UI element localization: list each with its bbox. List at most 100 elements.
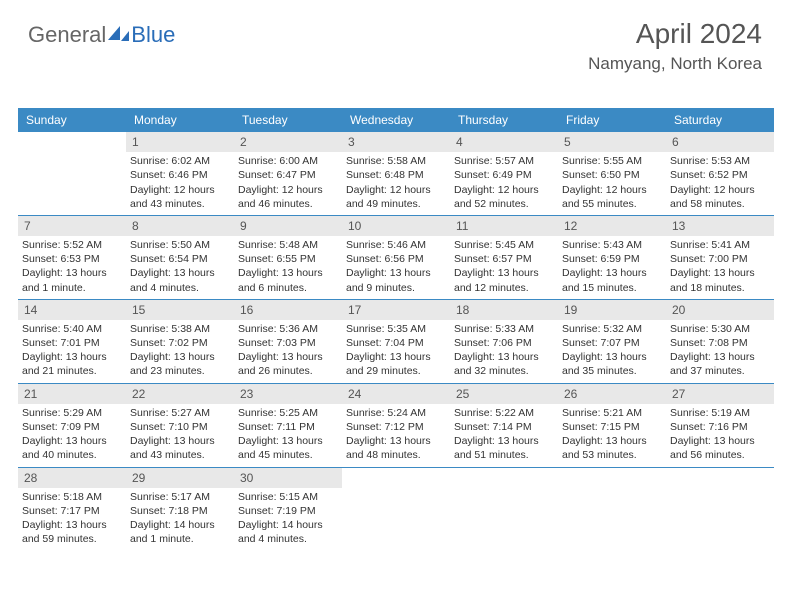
day-body: Sunrise: 6:02 AMSunset: 6:46 PMDaylight:…	[126, 152, 234, 215]
calendar-cell: 10Sunrise: 5:46 AMSunset: 6:56 PMDayligh…	[342, 216, 450, 299]
sunset-text: Sunset: 7:08 PM	[670, 336, 770, 350]
week-row: 28Sunrise: 5:18 AMSunset: 7:17 PMDayligh…	[18, 468, 774, 551]
sunrise-text: Sunrise: 5:25 AM	[238, 406, 338, 420]
day-body: Sunrise: 5:45 AMSunset: 6:57 PMDaylight:…	[450, 236, 558, 299]
sunrise-text: Sunrise: 5:57 AM	[454, 154, 554, 168]
day-body: Sunrise: 5:22 AMSunset: 7:14 PMDaylight:…	[450, 404, 558, 467]
calendar: Sunday Monday Tuesday Wednesday Thursday…	[18, 108, 774, 550]
day-header: Sunday	[18, 108, 126, 132]
day-body: Sunrise: 5:30 AMSunset: 7:08 PMDaylight:…	[666, 320, 774, 383]
sunset-text: Sunset: 7:01 PM	[22, 336, 122, 350]
day-number: 7	[18, 216, 126, 236]
daylight-text: Daylight: 12 hours and 49 minutes.	[346, 183, 446, 211]
calendar-cell	[450, 468, 558, 551]
sunrise-text: Sunrise: 6:02 AM	[130, 154, 230, 168]
day-body: Sunrise: 5:33 AMSunset: 7:06 PMDaylight:…	[450, 320, 558, 383]
sunset-text: Sunset: 7:16 PM	[670, 420, 770, 434]
daylight-text: Daylight: 13 hours and 35 minutes.	[562, 350, 662, 378]
day-number: 9	[234, 216, 342, 236]
sunset-text: Sunset: 6:46 PM	[130, 168, 230, 182]
sunrise-text: Sunrise: 5:32 AM	[562, 322, 662, 336]
day-body: Sunrise: 6:00 AMSunset: 6:47 PMDaylight:…	[234, 152, 342, 215]
calendar-cell: 14Sunrise: 5:40 AMSunset: 7:01 PMDayligh…	[18, 300, 126, 383]
day-number: 19	[558, 300, 666, 320]
day-body: Sunrise: 5:27 AMSunset: 7:10 PMDaylight:…	[126, 404, 234, 467]
sunset-text: Sunset: 6:49 PM	[454, 168, 554, 182]
sunrise-text: Sunrise: 5:29 AM	[22, 406, 122, 420]
sunset-text: Sunset: 7:14 PM	[454, 420, 554, 434]
sunset-text: Sunset: 6:59 PM	[562, 252, 662, 266]
day-body: Sunrise: 5:41 AMSunset: 7:00 PMDaylight:…	[666, 236, 774, 299]
day-header-row: Sunday Monday Tuesday Wednesday Thursday…	[18, 108, 774, 132]
day-number: 26	[558, 384, 666, 404]
day-header: Thursday	[450, 108, 558, 132]
sunrise-text: Sunrise: 5:41 AM	[670, 238, 770, 252]
daylight-text: Daylight: 13 hours and 56 minutes.	[670, 434, 770, 462]
week-row: 21Sunrise: 5:29 AMSunset: 7:09 PMDayligh…	[18, 384, 774, 468]
daylight-text: Daylight: 13 hours and 23 minutes.	[130, 350, 230, 378]
day-body: Sunrise: 5:55 AMSunset: 6:50 PMDaylight:…	[558, 152, 666, 215]
day-number: 18	[450, 300, 558, 320]
calendar-cell: 5Sunrise: 5:55 AMSunset: 6:50 PMDaylight…	[558, 132, 666, 215]
calendar-cell	[558, 468, 666, 551]
page-title: April 2024	[588, 18, 762, 50]
calendar-cell: 25Sunrise: 5:22 AMSunset: 7:14 PMDayligh…	[450, 384, 558, 467]
day-body: Sunrise: 5:32 AMSunset: 7:07 PMDaylight:…	[558, 320, 666, 383]
calendar-cell: 16Sunrise: 5:36 AMSunset: 7:03 PMDayligh…	[234, 300, 342, 383]
daylight-text: Daylight: 12 hours and 55 minutes.	[562, 183, 662, 211]
calendar-cell: 19Sunrise: 5:32 AMSunset: 7:07 PMDayligh…	[558, 300, 666, 383]
sunrise-text: Sunrise: 5:35 AM	[346, 322, 446, 336]
calendar-cell: 11Sunrise: 5:45 AMSunset: 6:57 PMDayligh…	[450, 216, 558, 299]
calendar-cell: 12Sunrise: 5:43 AMSunset: 6:59 PMDayligh…	[558, 216, 666, 299]
day-header: Wednesday	[342, 108, 450, 132]
day-body: Sunrise: 5:43 AMSunset: 6:59 PMDaylight:…	[558, 236, 666, 299]
day-body: Sunrise: 5:15 AMSunset: 7:19 PMDaylight:…	[234, 488, 342, 551]
sunset-text: Sunset: 6:54 PM	[130, 252, 230, 266]
day-number: 22	[126, 384, 234, 404]
sunrise-text: Sunrise: 5:40 AM	[22, 322, 122, 336]
sunset-text: Sunset: 6:48 PM	[346, 168, 446, 182]
sunset-text: Sunset: 7:07 PM	[562, 336, 662, 350]
calendar-cell: 13Sunrise: 5:41 AMSunset: 7:00 PMDayligh…	[666, 216, 774, 299]
day-header: Friday	[558, 108, 666, 132]
day-body: Sunrise: 5:50 AMSunset: 6:54 PMDaylight:…	[126, 236, 234, 299]
daylight-text: Daylight: 13 hours and 45 minutes.	[238, 434, 338, 462]
daylight-text: Daylight: 13 hours and 43 minutes.	[130, 434, 230, 462]
sunrise-text: Sunrise: 5:33 AM	[454, 322, 554, 336]
week-row: 1Sunrise: 6:02 AMSunset: 6:46 PMDaylight…	[18, 132, 774, 216]
logo-text-2: Blue	[131, 22, 175, 48]
sunrise-text: Sunrise: 5:48 AM	[238, 238, 338, 252]
calendar-cell: 3Sunrise: 5:58 AMSunset: 6:48 PMDaylight…	[342, 132, 450, 215]
day-number: 11	[450, 216, 558, 236]
sunset-text: Sunset: 6:56 PM	[346, 252, 446, 266]
day-number: 5	[558, 132, 666, 152]
sunrise-text: Sunrise: 5:43 AM	[562, 238, 662, 252]
day-number: 24	[342, 384, 450, 404]
day-body: Sunrise: 5:38 AMSunset: 7:02 PMDaylight:…	[126, 320, 234, 383]
header: April 2024 Namyang, North Korea	[588, 18, 762, 74]
day-body: Sunrise: 5:57 AMSunset: 6:49 PMDaylight:…	[450, 152, 558, 215]
calendar-cell: 24Sunrise: 5:24 AMSunset: 7:12 PMDayligh…	[342, 384, 450, 467]
sunset-text: Sunset: 6:47 PM	[238, 168, 338, 182]
day-number: 8	[126, 216, 234, 236]
sunset-text: Sunset: 7:18 PM	[130, 504, 230, 518]
sunrise-text: Sunrise: 5:55 AM	[562, 154, 662, 168]
sunrise-text: Sunrise: 5:18 AM	[22, 490, 122, 504]
daylight-text: Daylight: 13 hours and 12 minutes.	[454, 266, 554, 294]
sunset-text: Sunset: 7:04 PM	[346, 336, 446, 350]
calendar-cell: 17Sunrise: 5:35 AMSunset: 7:04 PMDayligh…	[342, 300, 450, 383]
sunrise-text: Sunrise: 5:45 AM	[454, 238, 554, 252]
day-body: Sunrise: 5:21 AMSunset: 7:15 PMDaylight:…	[558, 404, 666, 467]
sunset-text: Sunset: 6:57 PM	[454, 252, 554, 266]
location-subtitle: Namyang, North Korea	[588, 54, 762, 74]
daylight-text: Daylight: 13 hours and 59 minutes.	[22, 518, 122, 546]
day-body: Sunrise: 5:29 AMSunset: 7:09 PMDaylight:…	[18, 404, 126, 467]
calendar-cell: 26Sunrise: 5:21 AMSunset: 7:15 PMDayligh…	[558, 384, 666, 467]
sunset-text: Sunset: 7:09 PM	[22, 420, 122, 434]
daylight-text: Daylight: 13 hours and 29 minutes.	[346, 350, 446, 378]
sunrise-text: Sunrise: 5:36 AM	[238, 322, 338, 336]
day-body: Sunrise: 5:19 AMSunset: 7:16 PMDaylight:…	[666, 404, 774, 467]
daylight-text: Daylight: 13 hours and 26 minutes.	[238, 350, 338, 378]
day-number: 28	[18, 468, 126, 488]
sunset-text: Sunset: 6:55 PM	[238, 252, 338, 266]
